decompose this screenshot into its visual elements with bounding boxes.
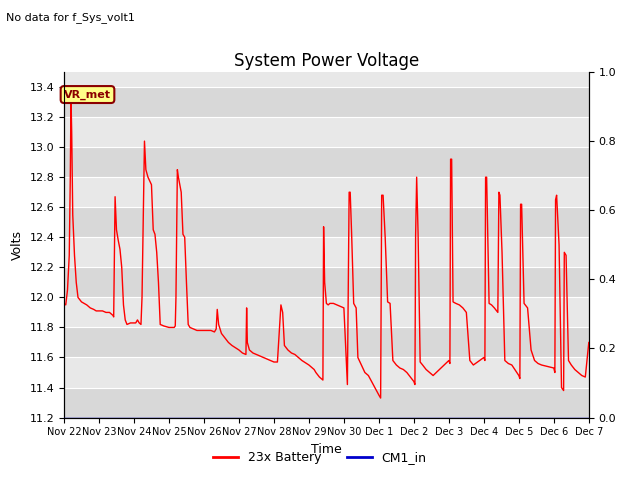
Bar [64, 87, 589, 117]
Bar [64, 177, 589, 207]
Bar [64, 117, 589, 147]
Bar [64, 327, 589, 358]
Bar [64, 147, 589, 177]
Bar [64, 387, 589, 418]
Y-axis label: Volts: Volts [11, 230, 24, 260]
Legend: 23x Battery, CM1_in: 23x Battery, CM1_in [208, 446, 432, 469]
Text: VR_met: VR_met [64, 89, 111, 100]
Title: System Power Voltage: System Power Voltage [234, 52, 419, 71]
Bar [64, 358, 589, 387]
Bar [64, 237, 589, 267]
Bar [64, 267, 589, 298]
Bar [64, 207, 589, 237]
Bar [64, 298, 589, 327]
X-axis label: Time: Time [311, 443, 342, 456]
Text: No data for f_Sys_volt1: No data for f_Sys_volt1 [6, 12, 135, 23]
